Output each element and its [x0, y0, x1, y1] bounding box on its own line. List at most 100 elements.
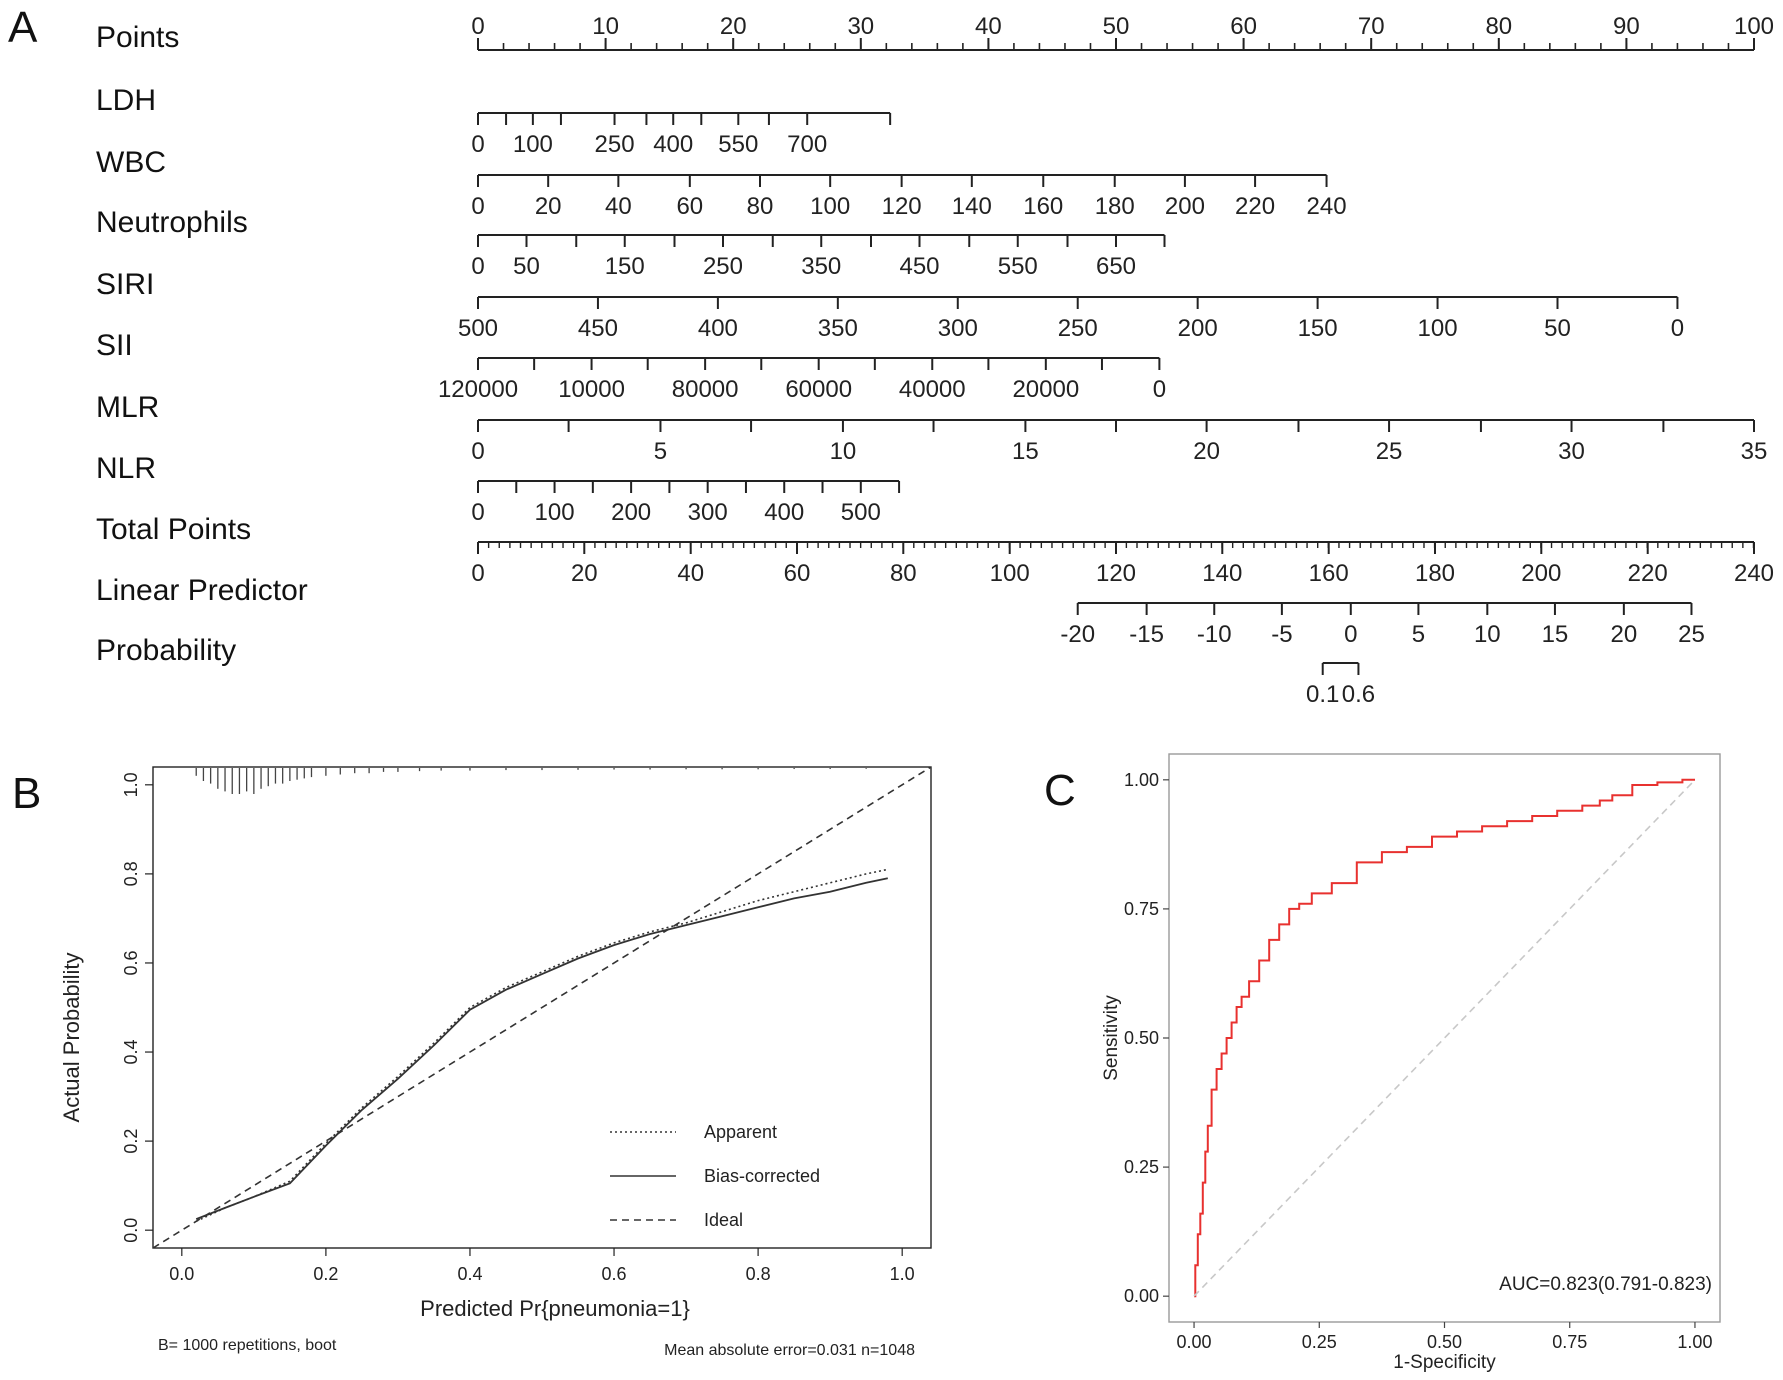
nomogram-tick-label-total-points: 160	[1309, 560, 1349, 587]
nomogram-tick-label-sii: 120000	[438, 376, 518, 403]
nomogram-tick-label-siri: 300	[938, 315, 978, 342]
nomogram-tick-label-points: 50	[1103, 13, 1130, 40]
calibration-footnote-left: B= 1000 repetitions, boot	[158, 1337, 337, 1354]
nomogram-tick-label-total-points: 180	[1415, 560, 1455, 587]
nomogram-tick-label-linear-predictor: 0	[1344, 621, 1357, 648]
nomogram-tick-label-sii: 20000	[1012, 376, 1079, 403]
nomogram-tick-label-linear-predictor: -10	[1197, 621, 1232, 648]
nomogram-tick-label-points: 80	[1485, 13, 1512, 40]
calibration-x-tick-label: 0.8	[746, 1264, 771, 1284]
nomogram-tick-label-wbc: 200	[1165, 193, 1205, 220]
roc-x-axis-label: 1-Specificity	[1393, 1352, 1496, 1373]
calibration-x-tick-label: 0.4	[457, 1264, 482, 1284]
panel-label-c: C	[1044, 766, 1076, 815]
nomogram-tick-label-mlr: 0	[471, 438, 484, 465]
nomogram-label-nlr: NLR	[96, 452, 156, 485]
nomogram-tick-label-nlr: 500	[841, 499, 881, 526]
nomogram-tick-label-linear-predictor: 15	[1542, 621, 1569, 648]
panel-label-b: B	[12, 769, 41, 818]
nomogram-tick-label-mlr: 5	[654, 438, 667, 465]
nomogram-tick-label-probability: 0.1	[1306, 681, 1339, 708]
nomogram-tick-label-siri: 250	[1058, 315, 1098, 342]
calibration-plot-frame	[152, 766, 932, 1249]
nomogram-tick-label-wbc: 40	[605, 193, 632, 220]
nomogram-tick-label-nlr: 100	[535, 499, 575, 526]
calibration-y-tick-label: 0.2	[121, 1129, 141, 1154]
nomogram-tick-label-mlr: 30	[1558, 438, 1585, 465]
nomogram-tick-label-total-points: 200	[1521, 560, 1561, 587]
nomogram-tick-label-mlr: 25	[1376, 438, 1403, 465]
calibration-x-tick-label: 1.0	[890, 1264, 915, 1284]
calibration-y-tick-label: 1.0	[121, 772, 141, 797]
nomogram-tick-label-wbc: 60	[676, 193, 703, 220]
nomogram-tick-label-neutrophils: 150	[605, 253, 645, 280]
nomogram-tick-label-mlr: 15	[1012, 438, 1039, 465]
nomogram-tick-label-sii: 80000	[672, 376, 739, 403]
nomogram-tick-label-total-points: 80	[890, 560, 917, 587]
nomogram-tick-label-sii: 60000	[785, 376, 852, 403]
nomogram-tick-label-linear-predictor: 10	[1474, 621, 1501, 648]
nomogram-tick-label-neutrophils: 0	[471, 253, 484, 280]
calibration-x-tick-label: 0.6	[602, 1264, 627, 1284]
nomogram-label-neutrophils: Neutrophils	[96, 206, 248, 239]
nomogram-tick-label-siri: 450	[578, 315, 618, 342]
roc-auc-annotation: AUC=0.823(0.791-0.823)	[1499, 1274, 1712, 1295]
nomogram-tick-label-probability: 0.6	[1342, 681, 1375, 708]
nomogram-tick-label-total-points: 20	[571, 560, 598, 587]
roc-y-tick-label: 0.00	[1124, 1286, 1159, 1306]
nomogram-tick-label-sii: 40000	[899, 376, 966, 403]
calibration-x-tick-label: 0.0	[169, 1264, 194, 1284]
nomogram-tick-label-siri: 400	[698, 315, 738, 342]
nomogram-tick-label-linear-predictor: -15	[1129, 621, 1164, 648]
panel-label-a: A	[8, 3, 38, 52]
nomogram-tick-label-wbc: 20	[535, 193, 562, 220]
roc-x-tick-label: 0.75	[1552, 1332, 1587, 1352]
nomogram-label-ldh: LDH	[96, 84, 156, 117]
nomogram-tick-label-nlr: 0	[471, 499, 484, 526]
nomogram-tick-label-linear-predictor: -5	[1271, 621, 1292, 648]
nomogram-tick-label-mlr: 35	[1741, 438, 1768, 465]
nomogram-label-mlr: MLR	[96, 391, 159, 424]
nomogram-tick-label-total-points: 0	[471, 560, 484, 587]
calibration-x-tick-label: 0.2	[313, 1264, 338, 1284]
roc-panel: 0.00 0.25 0.50 0.75 1.00 0.00 0.25 0.50 0.75 1.00…	[1101, 753, 1721, 1373]
nomogram-tick-label-nlr: 300	[688, 499, 728, 526]
roc-y-tick-label: 0.25	[1124, 1157, 1159, 1177]
nomogram-tick-label-wbc: 120	[882, 193, 922, 220]
nomogram-tick-label-ldh: 550	[718, 131, 758, 158]
nomogram-tick-label-siri: 100	[1418, 315, 1458, 342]
nomogram-tick-label-wbc: 100	[810, 193, 850, 220]
nomogram-tick-label-neutrophils: 50	[513, 253, 540, 280]
nomogram-tick-label-siri: 500	[458, 315, 498, 342]
nomogram-tick-label-neutrophils: 350	[801, 253, 841, 280]
roc-x-tick-label: 0.50	[1427, 1332, 1462, 1352]
nomogram-tick-label-points: 20	[720, 13, 747, 40]
nomogram-tick-label-total-points: 100	[990, 560, 1030, 587]
nomogram-tick-label-wbc: 0	[471, 193, 484, 220]
roc-y-tick-label: 1.00	[1124, 770, 1159, 790]
nomogram-tick-label-wbc: 80	[747, 193, 774, 220]
nomogram-tick-label-points: 90	[1613, 13, 1640, 40]
nomogram-tick-label-total-points: 140	[1202, 560, 1242, 587]
nomogram-tick-label-nlr: 200	[611, 499, 651, 526]
nomogram-tick-label-neutrophils: 550	[998, 253, 1038, 280]
nomogram-tick-label-total-points: 40	[677, 560, 704, 587]
nomogram-label-siri: SIRI	[96, 268, 154, 301]
nomogram-tick-label-ldh: 100	[513, 131, 553, 158]
roc-x-tick-label: 0.25	[1302, 1332, 1337, 1352]
nomogram-label-linear-predictor: Linear Predictor	[96, 574, 308, 607]
calibration-legend-label-apparent: Apparent	[704, 1122, 777, 1142]
nomogram-tick-label-wbc: 160	[1023, 193, 1063, 220]
nomogram-tick-label-sii: 10000	[558, 376, 625, 403]
nomogram-tick-label-wbc: 140	[952, 193, 992, 220]
nomogram-tick-label-linear-predictor: 25	[1678, 621, 1705, 648]
nomogram-tick-label-points: 0	[471, 13, 484, 40]
nomogram-tick-label-wbc: 240	[1307, 193, 1347, 220]
roc-line-reference	[1193, 779, 1696, 1297]
calibration-legend-label-bias-corrected: Bias-corrected	[704, 1166, 820, 1186]
nomogram-label-sii: SII	[96, 329, 133, 362]
nomogram-tick-label-siri: 350	[818, 315, 858, 342]
nomogram-tick-label-points: 30	[847, 13, 874, 40]
nomogram-tick-label-ldh: 400	[653, 131, 693, 158]
